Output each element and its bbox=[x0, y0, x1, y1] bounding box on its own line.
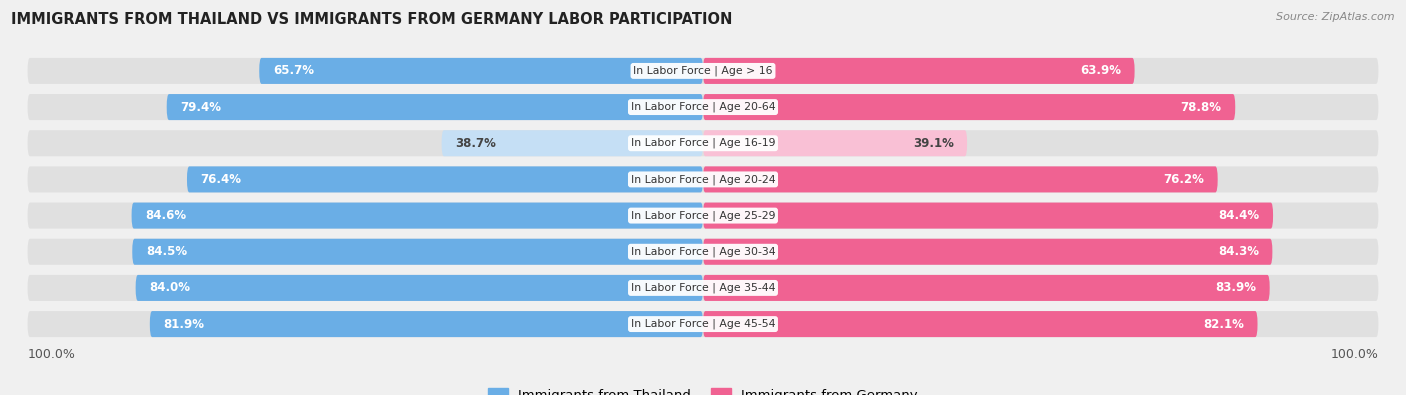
FancyBboxPatch shape bbox=[28, 239, 1378, 265]
FancyBboxPatch shape bbox=[132, 203, 703, 229]
FancyBboxPatch shape bbox=[28, 94, 1378, 120]
Text: 81.9%: 81.9% bbox=[163, 318, 204, 331]
Text: 38.7%: 38.7% bbox=[456, 137, 496, 150]
FancyBboxPatch shape bbox=[703, 58, 1135, 84]
FancyBboxPatch shape bbox=[703, 275, 1270, 301]
Legend: Immigrants from Thailand, Immigrants from Germany: Immigrants from Thailand, Immigrants fro… bbox=[482, 383, 924, 395]
Text: 84.5%: 84.5% bbox=[146, 245, 187, 258]
FancyBboxPatch shape bbox=[132, 239, 703, 265]
FancyBboxPatch shape bbox=[135, 275, 703, 301]
FancyBboxPatch shape bbox=[28, 203, 1378, 229]
FancyBboxPatch shape bbox=[187, 166, 703, 192]
FancyBboxPatch shape bbox=[28, 166, 1378, 192]
Text: In Labor Force | Age 35-44: In Labor Force | Age 35-44 bbox=[631, 283, 775, 293]
Text: 39.1%: 39.1% bbox=[912, 137, 953, 150]
Text: 78.8%: 78.8% bbox=[1181, 101, 1222, 114]
FancyBboxPatch shape bbox=[167, 94, 703, 120]
Text: 84.3%: 84.3% bbox=[1218, 245, 1258, 258]
Text: 100.0%: 100.0% bbox=[1330, 348, 1378, 361]
Text: 100.0%: 100.0% bbox=[28, 348, 76, 361]
Text: In Labor Force | Age 45-54: In Labor Force | Age 45-54 bbox=[631, 319, 775, 329]
FancyBboxPatch shape bbox=[703, 166, 1218, 192]
FancyBboxPatch shape bbox=[703, 311, 1257, 337]
Text: IMMIGRANTS FROM THAILAND VS IMMIGRANTS FROM GERMANY LABOR PARTICIPATION: IMMIGRANTS FROM THAILAND VS IMMIGRANTS F… bbox=[11, 12, 733, 27]
FancyBboxPatch shape bbox=[703, 94, 1236, 120]
Text: Source: ZipAtlas.com: Source: ZipAtlas.com bbox=[1277, 12, 1395, 22]
Text: 84.6%: 84.6% bbox=[145, 209, 186, 222]
Text: 82.1%: 82.1% bbox=[1204, 318, 1244, 331]
FancyBboxPatch shape bbox=[703, 203, 1272, 229]
Text: 76.2%: 76.2% bbox=[1163, 173, 1204, 186]
Text: In Labor Force | Age 25-29: In Labor Force | Age 25-29 bbox=[631, 210, 775, 221]
FancyBboxPatch shape bbox=[28, 130, 1378, 156]
Text: 83.9%: 83.9% bbox=[1215, 281, 1256, 294]
Text: In Labor Force | Age > 16: In Labor Force | Age > 16 bbox=[633, 66, 773, 76]
Text: In Labor Force | Age 20-64: In Labor Force | Age 20-64 bbox=[631, 102, 775, 112]
FancyBboxPatch shape bbox=[259, 58, 703, 84]
FancyBboxPatch shape bbox=[28, 275, 1378, 301]
Text: 79.4%: 79.4% bbox=[180, 101, 221, 114]
Text: 84.0%: 84.0% bbox=[149, 281, 190, 294]
FancyBboxPatch shape bbox=[441, 130, 703, 156]
Text: 84.4%: 84.4% bbox=[1219, 209, 1260, 222]
FancyBboxPatch shape bbox=[28, 58, 1378, 84]
Text: In Labor Force | Age 20-24: In Labor Force | Age 20-24 bbox=[631, 174, 775, 185]
Text: 63.9%: 63.9% bbox=[1080, 64, 1121, 77]
FancyBboxPatch shape bbox=[703, 239, 1272, 265]
Text: In Labor Force | Age 16-19: In Labor Force | Age 16-19 bbox=[631, 138, 775, 149]
FancyBboxPatch shape bbox=[28, 311, 1378, 337]
Text: 65.7%: 65.7% bbox=[273, 64, 314, 77]
FancyBboxPatch shape bbox=[150, 311, 703, 337]
Text: In Labor Force | Age 30-34: In Labor Force | Age 30-34 bbox=[631, 246, 775, 257]
Text: 76.4%: 76.4% bbox=[201, 173, 242, 186]
FancyBboxPatch shape bbox=[703, 130, 967, 156]
